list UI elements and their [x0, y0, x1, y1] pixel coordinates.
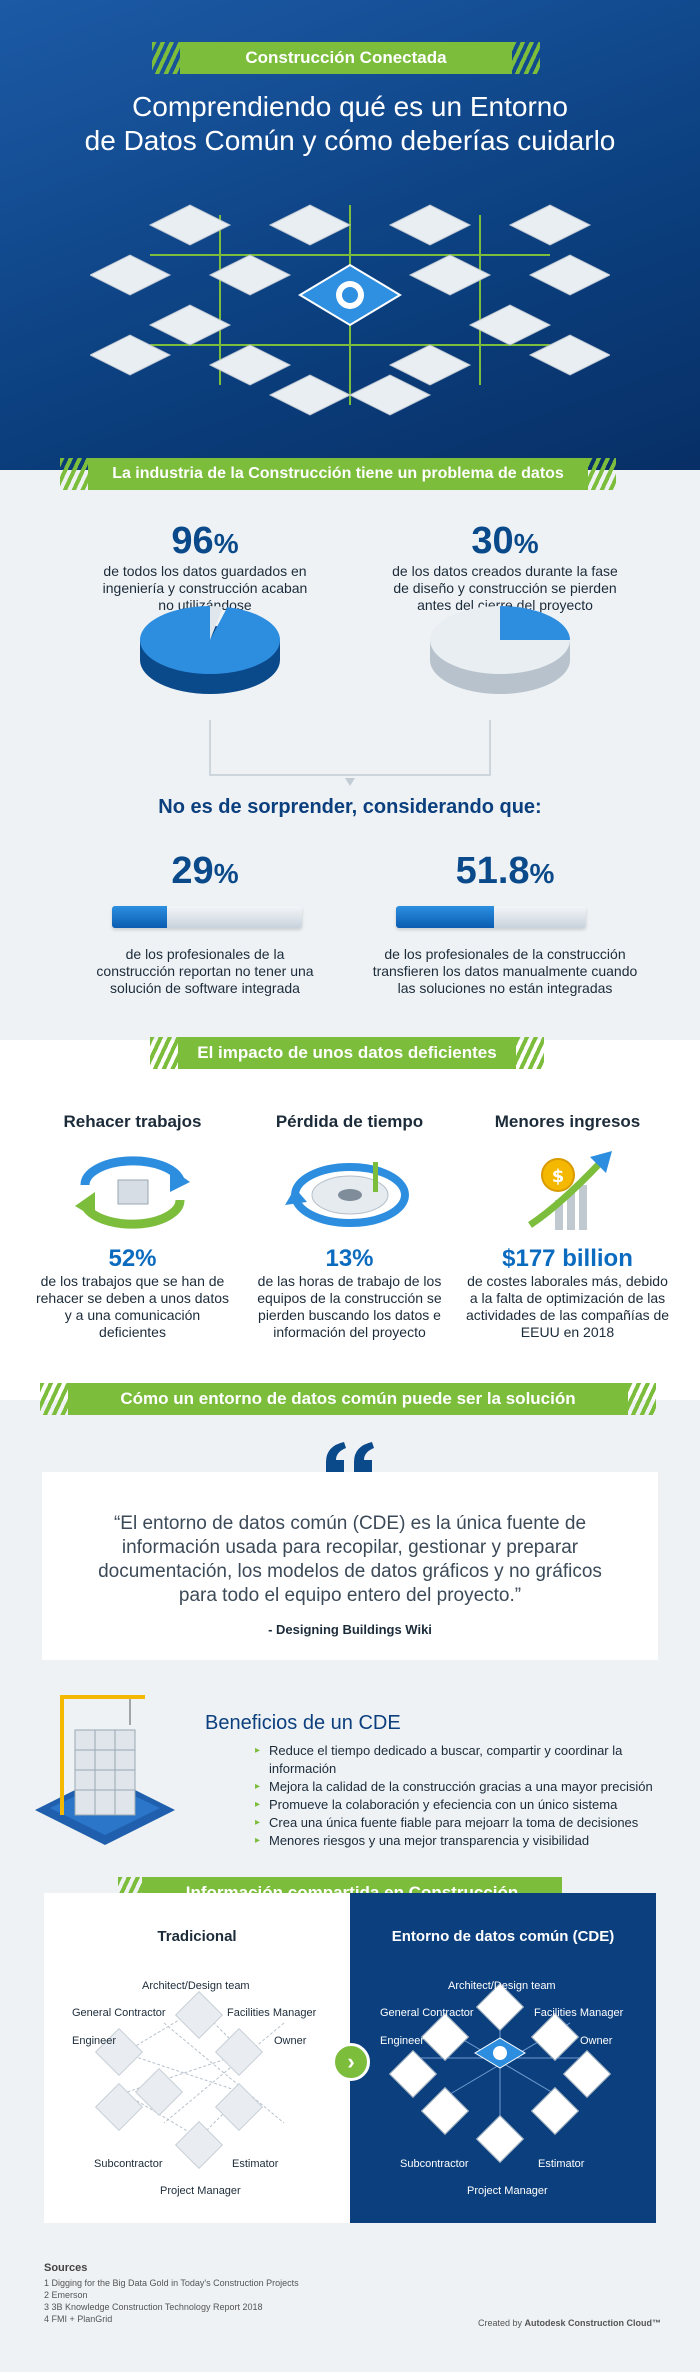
source-item: 3 3B Knowledge Construction Technology R…	[44, 2302, 263, 2312]
arrow-right-icon: ›	[332, 2043, 370, 2081]
impact-rework-detail: 52% de los trabajos que se han de rehacer…	[35, 1245, 230, 1340]
cde-label-owner: Owner	[580, 2035, 613, 2047]
bar-29	[112, 906, 302, 928]
cde-label-estimator: Estimator	[538, 2158, 585, 2170]
connector-lines	[209, 720, 491, 786]
quote-text: “El entorno de datos común (CDE) es la ú…	[98, 1513, 602, 1606]
rework-icon	[75, 1156, 190, 1229]
trad-label-pm: Project Manager	[160, 2185, 241, 2197]
stat-30: 30% de los datos creados durante la fase…	[392, 520, 618, 613]
problem-banner: La industria de la Construcción tiene un…	[88, 458, 588, 490]
trad-label-gc: General Contractor	[72, 2007, 166, 2019]
trad-label-owner: Owner	[274, 2035, 307, 2047]
source-item: 4 FMI + PlanGrid	[44, 2314, 113, 2324]
credit: Created by Autodesk Construction Cloud™	[478, 2318, 662, 2328]
cde-network	[410, 2003, 595, 2133]
traditional-title: Tradicional	[157, 1928, 237, 1945]
benefit-item: Menores riesgos y una mejor transparenci…	[255, 1832, 675, 1850]
source-item: 1 Digging for the Big Data Gold in Today…	[44, 2278, 299, 2288]
pie-30	[430, 606, 570, 694]
trad-label-subcontractor: Subcontractor	[94, 2158, 163, 2170]
quote-box: “El entorno de datos común (CDE) es la ú…	[42, 1472, 658, 1660]
cde-label-engineer: Engineer	[380, 2035, 425, 2047]
cde-label-pm: Project Manager	[467, 2185, 548, 2197]
stat-29-desc: de los profesionales de la construcción r…	[96, 946, 314, 996]
impact-banner: El impacto de unos datos deficientes	[178, 1037, 516, 1069]
trad-label-estimator: Estimator	[232, 2158, 279, 2170]
clock-icon	[285, 1162, 409, 1227]
building-illustration	[35, 1695, 175, 1845]
brand-name: Autodesk Construction Cloud™	[524, 2318, 662, 2328]
quote-icon	[326, 1442, 374, 1476]
impact-revenue-detail: $177 billion de costes laborales más, de…	[465, 1245, 670, 1340]
connected-data-illustration	[90, 204, 610, 416]
pie-96	[140, 606, 280, 694]
header-banner: Construcción Conectada	[180, 42, 512, 74]
cde-label-subcontractor: Subcontractor	[400, 2158, 469, 2170]
svg-text:$: $	[552, 1166, 565, 1187]
trad-label-engineer: Engineer	[72, 2035, 117, 2047]
cde-label-gc: General Contractor	[380, 2007, 474, 2019]
benefit-item: Promueve la colaboración y efeciencia co…	[255, 1796, 675, 1814]
trad-label-fm: Facilities Manager	[227, 2007, 317, 2019]
benefit-item: Reduce el tiempo dedicado a buscar, comp…	[255, 1742, 675, 1778]
bar-51-8	[396, 906, 586, 928]
subheading: No es de sorprender, considerando que:	[158, 796, 542, 818]
source-item: 2 Emerson	[44, 2290, 88, 2300]
solution-banner: Cómo un entorno de datos común puede ser…	[68, 1383, 628, 1415]
benefits-list: Reduce el tiempo dedicado a buscar, comp…	[255, 1742, 675, 1850]
traditional-network	[123, 2007, 285, 2139]
page-title: Comprendiendo qué es un Entorno de Datos…	[84, 91, 616, 156]
cde-label-fm: Facilities Manager	[534, 2007, 624, 2019]
impact-col-revenue: Menores ingresos	[494, 1112, 641, 1131]
impact-time-detail: 13% de las horas de trabajo de los equipo…	[257, 1245, 442, 1340]
benefits-title: Beneficios de un CDE	[205, 1712, 401, 1734]
stat-51-8: 51.8%	[455, 850, 555, 892]
revenue-icon: $	[528, 1151, 612, 1230]
header-section: Construcción Conectada Comprendiendo qué…	[0, 0, 700, 470]
sources-title: Sources	[44, 2262, 88, 2274]
stat-51-8-desc: de los profesionales de la construcción t…	[372, 946, 638, 996]
trad-label-architect: Architect/Design team	[142, 1980, 250, 1992]
quote-author: - Designing Buildings Wiki	[268, 1622, 432, 1637]
cde-title: Entorno de datos común (CDE)	[391, 1928, 615, 1945]
benefit-item: Crea una única fuente fiable para mejoar…	[255, 1814, 675, 1832]
sources-block: Sources 1 Digging for the Big Data Gold …	[44, 2262, 299, 2325]
benefit-item: Mejora la calidad de la construcción gra…	[255, 1778, 675, 1796]
impact-col-rework: Rehacer trabajos	[63, 1112, 202, 1131]
cde-label-architect: Architect/Design team	[448, 1980, 556, 1992]
impact-col-time: Pérdida de tiempo	[275, 1112, 424, 1131]
stat-29: 29%	[171, 850, 239, 892]
